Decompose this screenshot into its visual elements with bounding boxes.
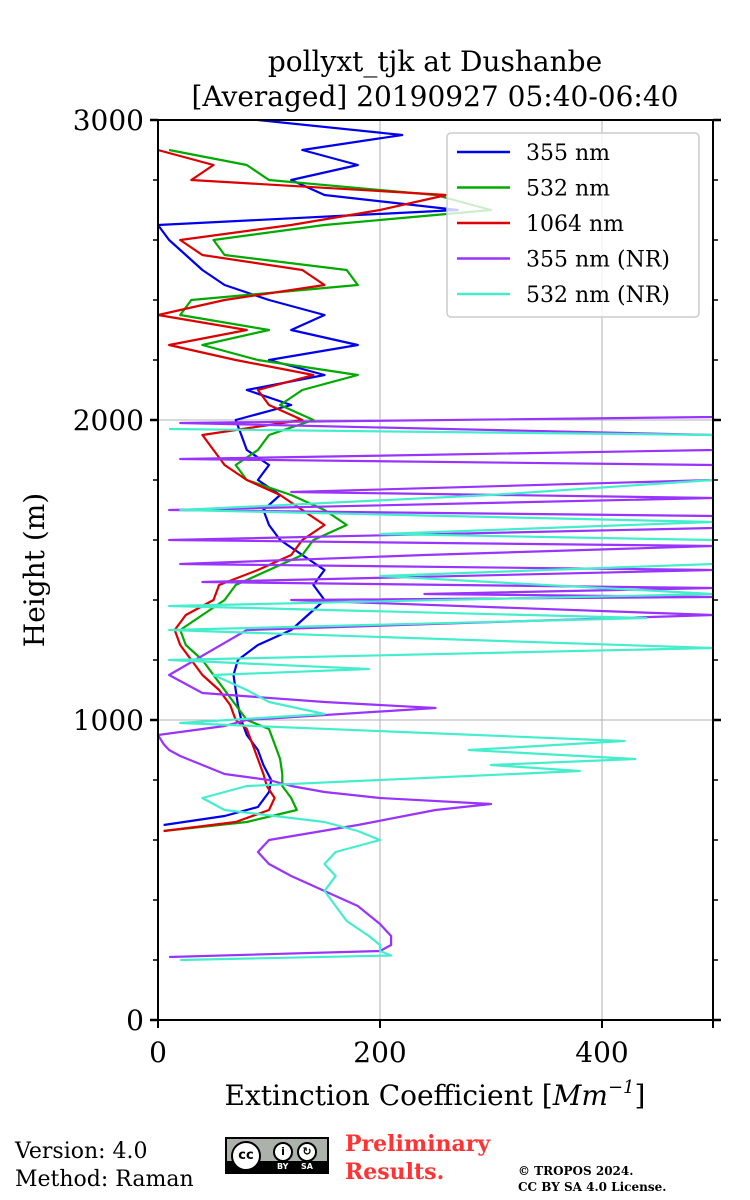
- y-axis-label: Height (m): [18, 493, 51, 647]
- cc-by-label: BY: [277, 1162, 289, 1171]
- legend: 355 nm 532 nm 1064 nm 355 nm (NR) 532 nm (NR…: [446, 132, 700, 318]
- share-alike-icon: ↻: [297, 1142, 317, 1162]
- series-line-355-nm-nr-: [158, 306, 713, 959]
- copyright-notice: © TROPOS 2024. CC BY SA 4.0 License.: [518, 1163, 666, 1195]
- series-line-532-nm-nr-: [168, 427, 713, 962]
- cc-icon: cc: [231, 1141, 261, 1171]
- version-info: Version: 4.0 Method: Raman: [15, 1138, 194, 1194]
- x-tick-label-1: 200: [353, 1036, 406, 1069]
- y-tick-label-2: 2000: [73, 404, 144, 437]
- copyright-line1: © TROPOS 2024.: [518, 1164, 634, 1178]
- preliminary-notice: Preliminary Results.: [345, 1130, 490, 1186]
- plot-frame: [157, 119, 714, 1021]
- legend-label-0: 355 nm: [526, 141, 610, 166]
- chart-title-line2: [Averaged] 20190927 05:40-06:40: [192, 80, 679, 113]
- cc-badge-strip: [227, 1161, 327, 1172]
- y-tick-label-1: 1000: [73, 704, 144, 737]
- copyright-line2: CC BY SA 4.0 License.: [518, 1180, 667, 1194]
- cc-license-logo: cc i ↻ BY SA: [225, 1137, 329, 1174]
- series-line-1064-nm: [158, 148, 448, 833]
- legend-label-1: 532 nm: [526, 177, 610, 202]
- y-tick-label-3: 3000: [73, 104, 144, 137]
- cc-sa-label: SA: [301, 1162, 313, 1171]
- x-tick-label-0: 0: [149, 1036, 167, 1069]
- series-lines: [158, 120, 713, 962]
- axis-ticks: 0 200 400 0 1000 2000 3000: [73, 104, 721, 1069]
- method-text: Method: Raman: [15, 1167, 194, 1192]
- series-line-532-nm: [163, 148, 493, 833]
- legend-box: [446, 132, 700, 318]
- preliminary-line2: Results.: [345, 1159, 445, 1185]
- x-axis-label: Extinction Coefficient [Mm−1]: [225, 1077, 646, 1112]
- chart-title-line1: pollyxt_tjk at Dushanbe: [268, 45, 602, 78]
- series-line-355-nm: [158, 120, 459, 827]
- legend-label-4: 532 nm (NR): [526, 283, 670, 308]
- legend-label-3: 355 nm (NR): [526, 248, 670, 273]
- version-text: Version: 4.0: [15, 1139, 148, 1164]
- by-attribution-icon: i: [273, 1142, 293, 1162]
- x-tick-label-2: 400: [575, 1036, 628, 1069]
- preliminary-line1: Preliminary: [345, 1131, 491, 1157]
- y-tick-label-0: 0: [126, 1004, 144, 1037]
- legend-label-2: 1064 nm: [526, 212, 624, 237]
